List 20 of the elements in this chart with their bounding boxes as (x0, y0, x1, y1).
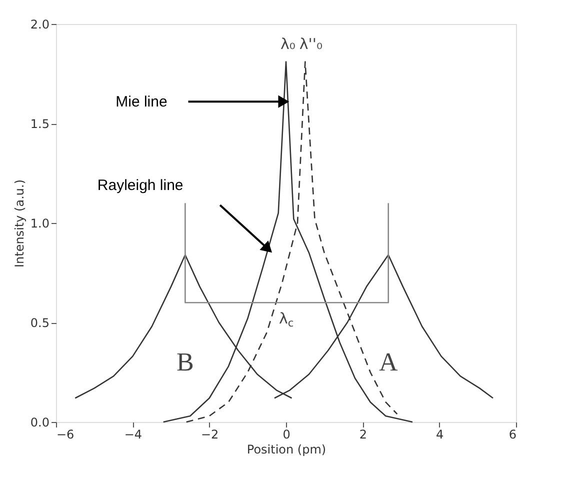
annotation: B (176, 347, 194, 376)
x-tick-label: 6 (508, 428, 516, 442)
annotation: A (378, 347, 398, 376)
y-tick-label: 1.5 (30, 117, 50, 131)
annotation: λ₀ (280, 34, 296, 53)
x-tick-label: 0 (282, 428, 290, 442)
x-tick-label: 2 (359, 428, 367, 442)
annotation: λ''₀ (299, 34, 322, 53)
x-tick-label: −2 (200, 428, 219, 442)
x-axis-title: Position (pm) (246, 442, 326, 456)
annotation: Rayleigh line (97, 177, 184, 194)
y-tick-label: 0.0 (30, 416, 50, 430)
annotation: Mie line (116, 94, 168, 111)
y-tick-label: 1.0 (30, 216, 50, 230)
x-tick-label: 4 (436, 428, 444, 442)
x-tick-label: −4 (124, 428, 142, 442)
x-tick-label: −6 (56, 428, 74, 442)
y-tick-label: 2.0 (30, 18, 50, 32)
y-tick-label: 0.5 (30, 316, 50, 330)
y-axis-title: Intensity (a.u.) (12, 180, 26, 268)
